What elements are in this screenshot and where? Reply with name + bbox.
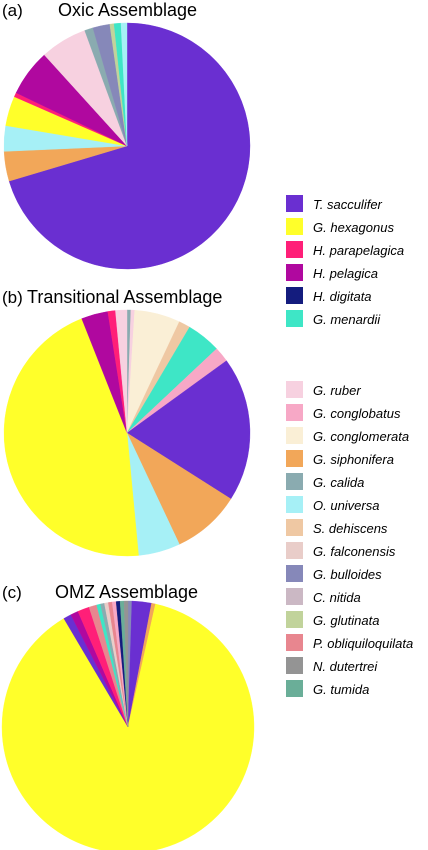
legend-swatch (286, 287, 303, 304)
legend-item-g-glutinata: G. glutinata (286, 611, 380, 628)
legend-item-p-obliquiloquilata: P. obliquiloquilata (286, 634, 413, 651)
legend-swatch (286, 404, 303, 421)
legend-item-g-conglobatus: G. conglobatus (286, 404, 401, 421)
legend-label: G. calida (313, 475, 364, 490)
legend: T. sacculifer G. hexagonus H. parapelagica… (286, 195, 413, 697)
legend-label: G. conglobatus (313, 406, 401, 421)
legend-label: O. universa (313, 498, 379, 513)
legend-label: N. dutertrei (313, 659, 378, 674)
pie-slice-n-dutertrei (123, 600, 129, 728)
legend-swatch (286, 473, 303, 490)
legend-swatch (286, 519, 303, 536)
legend-item-g-falconensis: G. falconensis (286, 542, 396, 559)
legend-label: G. tumida (313, 682, 369, 697)
pie-slice-t-sacculifer (8, 22, 251, 270)
legend-label: H. digitata (313, 289, 372, 304)
legend-swatch (286, 310, 303, 327)
legend-item-g-hexagonus: G. hexagonus (286, 218, 394, 235)
legend-label: H. parapelagica (313, 243, 404, 258)
legend-label: G. hexagonus (313, 220, 394, 235)
panel-a: (a) Oxic Assemblage (2, 0, 251, 270)
legend-label: G. siphonifera (313, 452, 394, 467)
panel-b: (b) Transitional Assemblage (2, 287, 251, 557)
legend-swatch (286, 218, 303, 235)
legend-item-n-dutertrei: N. dutertrei (286, 657, 378, 674)
pie-omz (1, 600, 255, 850)
legend-label: S. dehiscens (313, 521, 388, 536)
legend-item-s-dehiscens: S. dehiscens (286, 519, 388, 536)
pie-slice-g-hexagonus (3, 318, 139, 557)
legend-swatch (286, 657, 303, 674)
pie-slice-g-hexagonus (1, 603, 255, 850)
legend-label: T. sacculifer (313, 197, 383, 212)
legend-label: G. ruber (313, 383, 361, 398)
legend-swatch (286, 634, 303, 651)
legend-item-o-universa: O. universa (286, 496, 379, 513)
legend-item-g-siphonifera: G. siphonifera (286, 450, 394, 467)
legend-label: C. nitida (313, 590, 361, 605)
legend-item-g-tumida: G. tumida (286, 680, 369, 697)
pie-transitional (3, 309, 251, 557)
legend-swatch (286, 195, 303, 212)
legend-item-h-parapelagica: H. parapelagica (286, 241, 404, 258)
legend-item-h-digitata: H. digitata (286, 287, 372, 304)
legend-item-c-nitida: C. nitida (286, 588, 361, 605)
legend-swatch (286, 241, 303, 258)
legend-label: G. falconensis (313, 544, 396, 559)
pie-slice-t-sacculifer (126, 360, 251, 500)
legend-swatch (286, 381, 303, 398)
legend-label: G. menardii (313, 312, 381, 327)
legend-item-g-calida: G. calida (286, 473, 364, 490)
panel-c-label: (c) (2, 583, 22, 602)
panel-c: (c) OMZ Assemblage (1, 582, 255, 850)
legend-label: G. glutinata (313, 613, 380, 628)
legend-swatch (286, 542, 303, 559)
legend-swatch (286, 588, 303, 605)
panel-a-title: Oxic Assemblage (58, 0, 197, 20)
legend-swatch (286, 450, 303, 467)
legend-label: G. conglomerata (313, 429, 409, 444)
legend-item-t-sacculifer: T. sacculifer (286, 195, 383, 212)
legend-label: P. obliquiloquilata (313, 636, 413, 651)
legend-label: G. bulloides (313, 567, 382, 582)
panel-a-label: (a) (2, 1, 23, 20)
legend-label: H. pelagica (313, 266, 378, 281)
panel-b-title: Transitional Assemblage (27, 287, 222, 307)
legend-item-g-conglomerata: G. conglomerata (286, 427, 409, 444)
legend-swatch (286, 611, 303, 628)
legend-swatch (286, 496, 303, 513)
legend-swatch (286, 680, 303, 697)
legend-item-g-bulloides: G. bulloides (286, 565, 382, 582)
legend-item-g-ruber: G. ruber (286, 381, 361, 398)
legend-item-g-menardii: G. menardii (286, 310, 381, 327)
legend-swatch (286, 427, 303, 444)
panel-c-title: OMZ Assemblage (55, 582, 198, 602)
pie-slice-g-ruber (115, 309, 128, 434)
panel-b-label: (b) (2, 288, 23, 307)
legend-swatch (286, 565, 303, 582)
legend-swatch (286, 264, 303, 281)
pie-oxic (3, 22, 251, 270)
pie-slice-o-universa (120, 22, 128, 147)
legend-item-h-pelagica: H. pelagica (286, 264, 378, 281)
